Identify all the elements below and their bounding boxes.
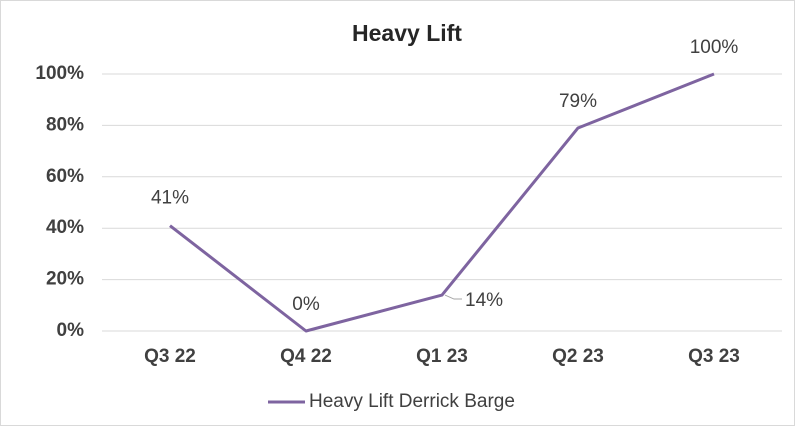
leader-line: [444, 294, 462, 300]
x-tick-label: Q4 22: [280, 346, 332, 367]
x-tick-label: Q3 23: [688, 346, 740, 367]
data-label: 14%: [465, 290, 503, 311]
chart-title: Heavy Lift: [352, 20, 462, 46]
legend-label: Heavy Lift Derrick Barge: [309, 391, 515, 412]
data-label: 41%: [151, 188, 189, 209]
data-line: [169, 72, 715, 333]
data-label: 0%: [292, 294, 320, 315]
y-tick-label: 100%: [35, 63, 84, 84]
y-tick-label: 0%: [57, 320, 85, 341]
x-tick-label: Q3 22: [144, 346, 196, 367]
y-tick-label: 60%: [46, 166, 84, 187]
data-label: 79%: [559, 91, 597, 112]
y-tick-label: 80%: [46, 114, 84, 135]
y-tick-label: 20%: [46, 269, 84, 290]
x-tick-label: Q2 23: [552, 346, 604, 367]
data-label: 100%: [690, 37, 739, 58]
x-tick-label: Q1 23: [416, 346, 468, 367]
y-tick-label: 40%: [46, 217, 84, 238]
